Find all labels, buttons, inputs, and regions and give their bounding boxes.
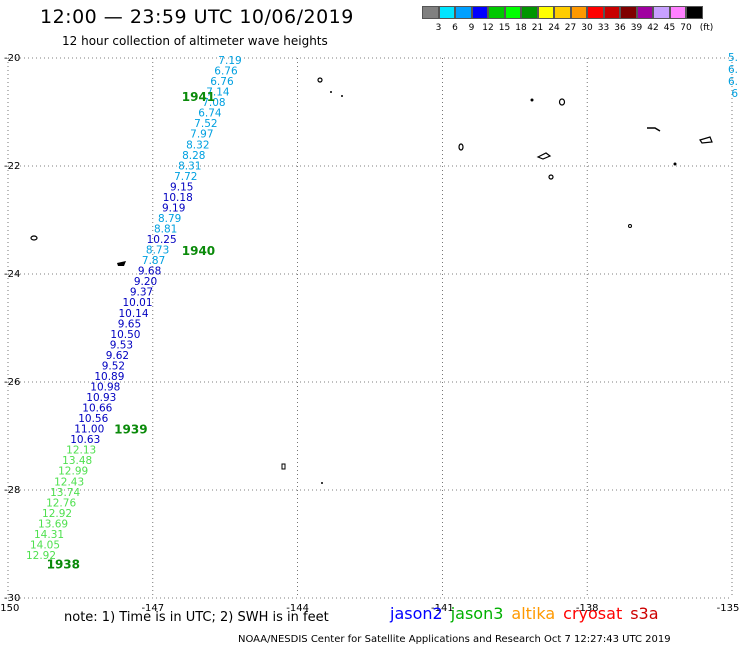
- island: [31, 236, 37, 240]
- island: [560, 99, 565, 105]
- satellite-name: cryosat: [563, 604, 622, 623]
- island: [531, 99, 534, 102]
- island: [282, 464, 285, 469]
- island: [459, 144, 463, 150]
- island: [629, 225, 632, 228]
- wave-height-value: 5.: [728, 52, 738, 64]
- satellite-name: jason2: [390, 604, 443, 623]
- island: [674, 163, 677, 166]
- island: [321, 482, 323, 484]
- lon-label: -150: [0, 603, 19, 614]
- island: [538, 153, 550, 159]
- pass-time-label: 1939: [114, 422, 147, 436]
- pass-time-label: 1938: [47, 557, 80, 571]
- satellite-name: jason3: [451, 604, 504, 623]
- pass-time-label: 1941: [182, 90, 215, 104]
- island: [318, 78, 322, 82]
- island: [700, 137, 712, 143]
- altimeter-track: 7.196.766.767.147.086.747.527.978.328.28…: [26, 55, 242, 562]
- right-edge-track: 5.6.6.6: [728, 52, 738, 100]
- footer-credit: NOAA/NESDIS Center for Satellite Applica…: [238, 634, 671, 645]
- pass-time-label: 1940: [182, 244, 215, 258]
- lat-label: -20: [4, 53, 20, 64]
- wave-height-value: 6: [731, 88, 738, 100]
- island: [647, 128, 660, 131]
- lon-label: -135: [717, 603, 740, 614]
- island: [549, 175, 553, 179]
- satellite-name: altika: [511, 604, 555, 623]
- footer-note: note: 1) Time is in UTC; 2) SWH is in fe…: [64, 610, 329, 625]
- lat-label: -24: [4, 269, 20, 280]
- island: [341, 95, 343, 97]
- island: [117, 261, 126, 266]
- lat-label: -28: [4, 485, 20, 496]
- lat-label: -22: [4, 161, 20, 172]
- wave-height-value: 6.: [728, 64, 738, 76]
- satellite-legend: jason2 jason3 altika cryosat s3a: [390, 604, 667, 623]
- satellite-name: s3a: [630, 604, 658, 623]
- wave-height-value: 6.: [728, 76, 738, 88]
- island: [330, 91, 332, 93]
- lat-label: -26: [4, 377, 20, 388]
